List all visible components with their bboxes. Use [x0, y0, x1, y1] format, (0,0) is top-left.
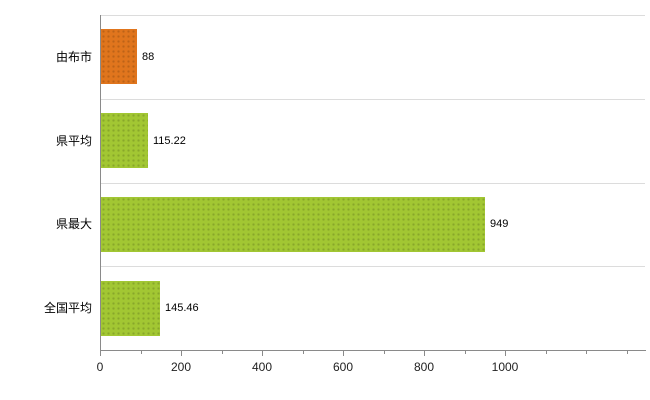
gridline [100, 99, 645, 100]
bar-県平均 [101, 113, 148, 168]
x-axis-minor-tick [546, 351, 547, 354]
category-label: 県平均 [55, 134, 92, 148]
x-axis-tick [343, 351, 344, 356]
value-label: 88 [142, 51, 155, 63]
category-label: 全国平均 [43, 301, 92, 315]
x-axis-tick-label: 1000 [491, 360, 519, 374]
gridline [100, 183, 645, 184]
category-label: 県最大 [55, 217, 92, 231]
category-label: 由布市 [55, 50, 92, 64]
x-axis-tick-label: 600 [332, 360, 354, 374]
gridline [100, 266, 645, 267]
x-axis-tick-label: 400 [251, 360, 273, 374]
x-axis-tick [424, 351, 425, 356]
x-axis-tick [505, 351, 506, 356]
x-axis-tick [262, 351, 263, 356]
x-axis-tick [181, 351, 182, 356]
bar-由布市 [101, 29, 137, 84]
plot-area: 88 115.22 949 145.46 [100, 15, 645, 350]
x-axis-minor-tick [303, 351, 304, 354]
x-axis-minor-tick [141, 351, 142, 354]
x-axis-minor-tick [586, 351, 587, 354]
value-label: 949 [490, 218, 509, 230]
bar-県最大 [101, 197, 485, 252]
x-axis-tick-label: 800 [413, 360, 435, 374]
x-axis-minor-tick [384, 351, 385, 354]
value-label: 145.46 [165, 302, 199, 314]
gridline [100, 15, 645, 16]
bar-全国平均 [101, 281, 160, 336]
value-label: 115.22 [153, 135, 186, 147]
x-axis-minor-tick [627, 351, 628, 354]
x-axis-line [100, 350, 646, 351]
x-axis-tick [100, 351, 101, 356]
y-axis-line [100, 15, 101, 351]
x-axis-minor-tick [465, 351, 466, 354]
x-axis-tick-label: 0 [96, 360, 104, 374]
x-axis-tick-label: 200 [170, 360, 192, 374]
x-axis-minor-tick [222, 351, 223, 354]
